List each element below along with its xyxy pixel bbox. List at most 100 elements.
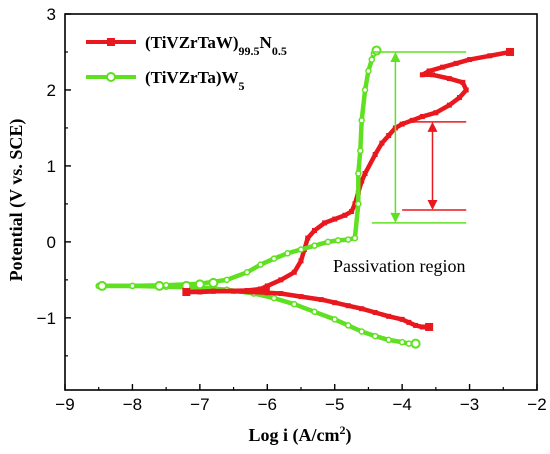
data-point <box>399 121 405 127</box>
x-tick-label: −2 <box>527 395 546 414</box>
data-point <box>311 308 318 316</box>
x-tick-label: −4 <box>392 395 411 414</box>
end-marker <box>506 47 515 56</box>
data-point <box>251 289 257 295</box>
data-point <box>358 328 365 335</box>
data-point <box>358 117 365 124</box>
data-point <box>359 306 365 312</box>
data-point <box>409 117 415 123</box>
arrow-head-down <box>390 212 401 223</box>
data-point <box>467 57 473 63</box>
data-point <box>365 67 372 75</box>
data-point <box>487 53 493 59</box>
data-point <box>162 281 170 289</box>
data-point <box>385 336 392 344</box>
arrow-head-down <box>427 199 438 210</box>
series-line <box>96 283 418 346</box>
data-point <box>334 237 342 244</box>
arrow-head-up <box>427 121 438 132</box>
data-point <box>379 140 385 146</box>
x-tick-label: −9 <box>55 395 74 414</box>
data-point <box>386 313 392 319</box>
data-point <box>355 170 362 177</box>
data-point <box>446 102 452 108</box>
data-point <box>371 332 379 340</box>
data-point <box>318 297 324 303</box>
y-axis-title: Potential (V vs. SCE) <box>6 119 27 282</box>
end-marker <box>97 280 108 291</box>
data-point <box>264 283 270 289</box>
data-point <box>270 294 278 302</box>
data-point <box>270 255 278 262</box>
data-point <box>291 269 297 275</box>
y-tick-label: 0 <box>47 233 56 252</box>
y-tick-label: 1 <box>47 157 56 176</box>
x-tick-label: −8 <box>123 395 142 414</box>
legend-marker-red <box>107 38 115 46</box>
data-point <box>456 95 462 101</box>
data-point <box>223 276 231 284</box>
data-point <box>361 86 369 94</box>
data-point <box>305 235 311 241</box>
data-point <box>257 261 264 268</box>
data-point <box>357 147 364 154</box>
end-marker <box>154 280 165 291</box>
data-point <box>298 258 304 264</box>
x-tick-label: −7 <box>190 395 209 414</box>
x-tick-label: −3 <box>460 395 479 414</box>
data-point <box>453 60 459 66</box>
data-point <box>368 56 376 63</box>
data-point <box>352 201 358 207</box>
data-point <box>311 227 317 233</box>
data-point <box>355 200 362 208</box>
data-point <box>284 250 291 257</box>
data-point <box>372 152 378 158</box>
data-point <box>291 300 298 308</box>
data-point <box>278 277 284 283</box>
x-axis-title: Log i (A/cm2) <box>249 423 352 446</box>
data-point <box>129 282 136 290</box>
annotation-passivation-region: Passivation region <box>333 256 466 276</box>
annotation-layer <box>371 51 467 224</box>
data-point <box>345 303 351 309</box>
data-point <box>386 133 392 139</box>
data-point <box>342 212 348 218</box>
data-point <box>344 322 352 329</box>
data-point <box>243 269 251 276</box>
data-point <box>429 72 435 78</box>
data-point <box>419 324 425 330</box>
y-tick-label: 2 <box>47 81 56 100</box>
data-point <box>433 110 439 116</box>
data-point <box>278 291 284 297</box>
data-point <box>463 87 469 93</box>
data-point <box>351 234 359 242</box>
data-point <box>331 316 338 323</box>
end-marker <box>182 288 191 297</box>
end-marker <box>208 277 219 288</box>
data-point <box>264 286 270 292</box>
series-layer <box>95 45 515 349</box>
data-point <box>322 220 328 226</box>
data-point <box>419 72 425 78</box>
data-point <box>359 178 365 184</box>
y-tick-label: 3 <box>47 5 56 24</box>
data-point <box>446 76 452 82</box>
data-point <box>419 114 425 120</box>
data-point <box>372 310 378 316</box>
data-point <box>298 294 304 300</box>
x-tick-label: −6 <box>258 395 277 414</box>
end-marker <box>371 45 382 56</box>
x-tick-label: −5 <box>325 395 344 414</box>
data-point <box>398 338 406 346</box>
data-point <box>362 171 368 177</box>
arrow-head-up <box>390 51 401 62</box>
plot-frame <box>64 13 538 391</box>
legend-marker-green <box>106 72 116 82</box>
end-marker <box>194 279 205 290</box>
data-point <box>332 216 338 222</box>
data-point <box>324 238 332 246</box>
end-marker <box>425 322 434 331</box>
data-point <box>349 208 355 214</box>
data-point <box>344 236 352 243</box>
